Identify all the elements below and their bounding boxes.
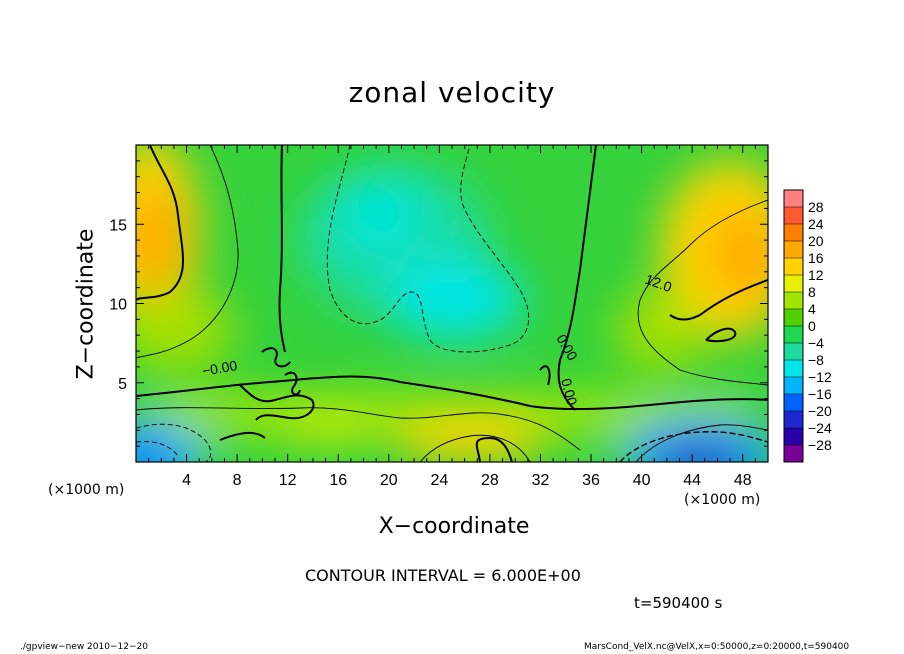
- colorbar-label: 4: [808, 301, 816, 317]
- colorbar-swatch: [784, 377, 803, 395]
- colorbar-swatch: [784, 190, 803, 208]
- colorbar-label: −16: [808, 386, 832, 402]
- colorbar-swatch: [784, 343, 803, 361]
- colorbar-label: 20: [808, 233, 824, 249]
- x-tick-label: 48: [734, 472, 752, 489]
- colorbar-swatch: [784, 411, 803, 429]
- x-tick-label: 20: [380, 472, 398, 489]
- y-tick-label: 15: [109, 217, 127, 234]
- contour-interval: CONTOUR INTERVAL = 6.000E+00: [305, 566, 581, 585]
- colorbar-swatch: [784, 445, 803, 463]
- colorbar-label: 24: [808, 216, 824, 232]
- x-tick-label: 32: [532, 472, 550, 489]
- colorbar-swatch: [784, 292, 803, 310]
- y-tick-label: 5: [118, 376, 127, 393]
- x-tick-label: 8: [233, 472, 242, 489]
- colorbar-label: 8: [808, 284, 816, 300]
- filled-contours: [136, 145, 768, 462]
- colorbar-swatch: [784, 428, 803, 446]
- colorbar-swatch: [784, 258, 803, 276]
- colorbar-swatch: [784, 224, 803, 242]
- colorbar-label: 16: [808, 250, 824, 266]
- colorbar-label: −20: [808, 403, 832, 419]
- colorbar-swatch: [784, 360, 803, 378]
- colorbar-label: −12: [808, 369, 832, 385]
- footer-right: MarsCond_VelX.nc@VelX,x=0:50000,z=0:2000…: [584, 642, 850, 652]
- x-tick-label: 36: [582, 472, 600, 489]
- x-tick-label: 44: [683, 472, 701, 489]
- colorbar-swatch: [784, 275, 803, 293]
- colorbar-swatch: [784, 309, 803, 327]
- x-unit-right: (×1000 m): [684, 492, 761, 508]
- time-stamp: t=590400 s: [634, 594, 723, 612]
- colorbar-swatch: [784, 207, 803, 225]
- x-tick-label: 16: [329, 472, 347, 489]
- x-tick-label: 40: [633, 472, 651, 489]
- x-tick-label: 24: [430, 472, 448, 489]
- axes: [135, 144, 769, 463]
- colorbar-swatch: [784, 394, 803, 412]
- colorbar-label: −4: [808, 335, 824, 351]
- colorbar-swatch: [784, 241, 803, 259]
- colorbar-label: −28: [808, 437, 832, 453]
- footer-left: ./gpview−new 2010−12−20: [20, 642, 148, 652]
- colorbar-label: 12: [808, 267, 824, 283]
- chart-title: zonal velocity: [348, 76, 556, 109]
- x-unit-left: (×1000 m): [48, 482, 125, 498]
- colorbar-label: 28: [808, 199, 824, 215]
- colorbar-swatch: [784, 326, 803, 344]
- x-tick-label: 4: [182, 472, 191, 489]
- y-tick-label: 10: [109, 297, 127, 314]
- x-axis-label: X−coordinate: [378, 514, 530, 539]
- colorbar-label: −8: [808, 352, 824, 368]
- y-axis-label: Z−coordinate: [73, 228, 99, 380]
- contour-label: 0.00: [558, 377, 581, 408]
- colorbar-label: −24: [808, 420, 832, 436]
- x-tick-label: 12: [279, 472, 297, 489]
- contour-label: −0.00: [201, 357, 239, 379]
- x-tick-label: 28: [481, 472, 499, 489]
- colorbar-label: 0: [808, 318, 816, 334]
